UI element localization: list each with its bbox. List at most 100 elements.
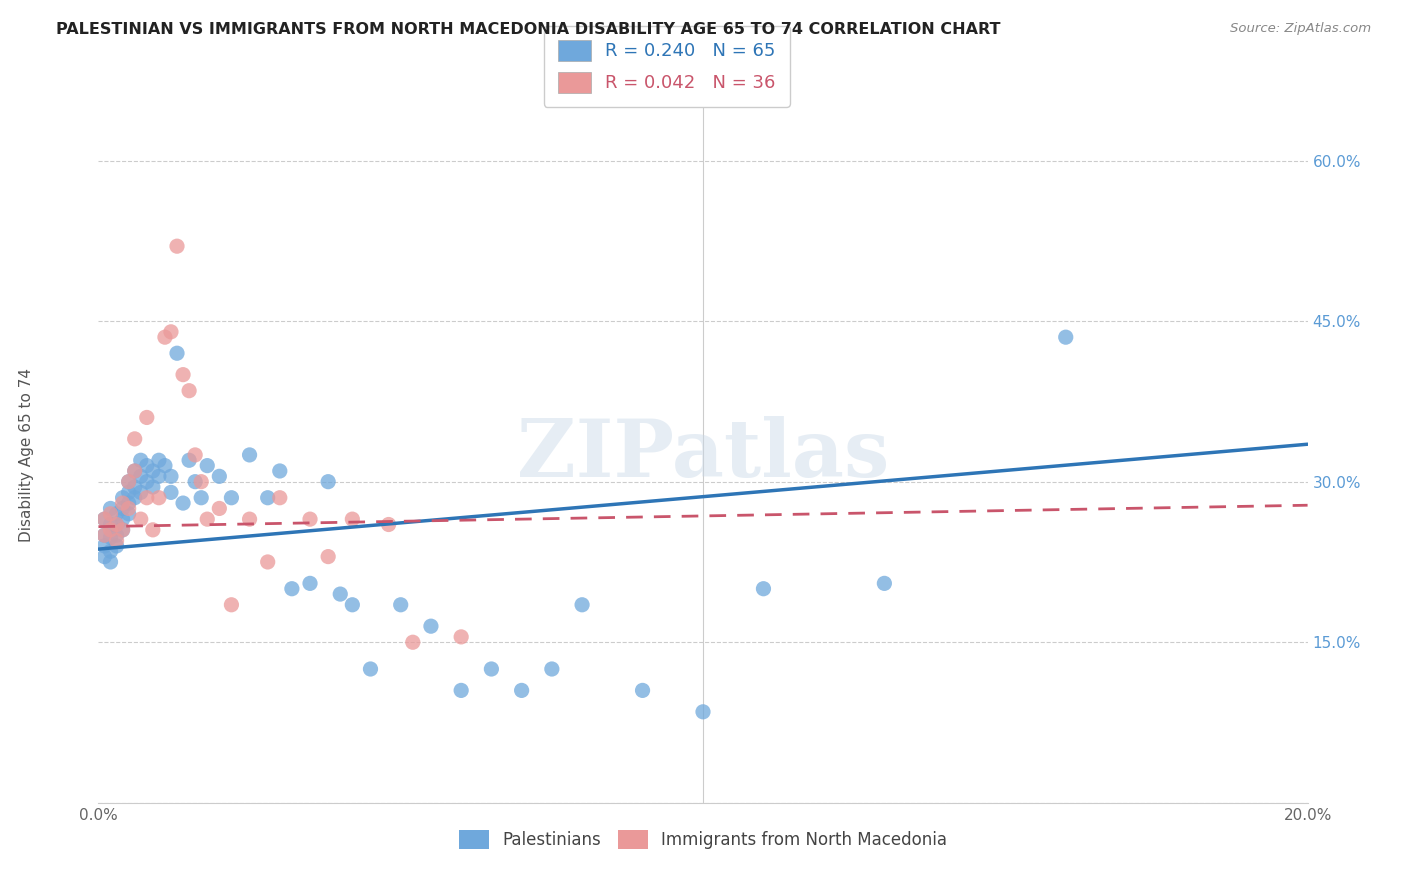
Text: ZIPatlas: ZIPatlas xyxy=(517,416,889,494)
Point xyxy=(420,619,443,633)
Point xyxy=(153,458,176,473)
Point xyxy=(118,496,141,510)
Point xyxy=(160,469,183,483)
Point xyxy=(111,491,134,505)
Point xyxy=(148,491,170,505)
Point xyxy=(172,496,194,510)
Point xyxy=(299,512,322,526)
Point xyxy=(184,475,207,489)
Point xyxy=(190,475,212,489)
Point xyxy=(269,464,291,478)
Point xyxy=(135,458,157,473)
Point xyxy=(118,475,141,489)
Point xyxy=(111,523,134,537)
Point xyxy=(93,512,115,526)
Y-axis label: Disability Age 65 to 74: Disability Age 65 to 74 xyxy=(18,368,34,542)
Point xyxy=(100,517,122,532)
Point xyxy=(873,576,896,591)
Point xyxy=(166,239,188,253)
Point xyxy=(450,683,472,698)
Text: PALESTINIAN VS IMMIGRANTS FROM NORTH MACEDONIA DISABILITY AGE 65 TO 74 CORRELATI: PALESTINIAN VS IMMIGRANTS FROM NORTH MAC… xyxy=(56,22,1001,37)
Point xyxy=(450,630,472,644)
Point xyxy=(100,555,122,569)
Point xyxy=(510,683,533,698)
Point xyxy=(105,517,128,532)
Point xyxy=(208,469,231,483)
Legend: Palestinians, Immigrants from North Macedonia: Palestinians, Immigrants from North Mace… xyxy=(451,822,955,857)
Point xyxy=(402,635,425,649)
Point xyxy=(329,587,352,601)
Point xyxy=(389,598,412,612)
Point xyxy=(179,453,201,467)
Point xyxy=(160,325,183,339)
Point xyxy=(105,533,128,548)
Point xyxy=(377,517,399,532)
Point xyxy=(105,507,128,521)
Point xyxy=(93,512,115,526)
Point xyxy=(118,475,141,489)
Point xyxy=(124,480,146,494)
Point xyxy=(221,491,243,505)
Point xyxy=(129,512,152,526)
Point xyxy=(111,512,134,526)
Point xyxy=(93,539,115,553)
Point xyxy=(118,507,141,521)
Point xyxy=(111,523,134,537)
Point xyxy=(135,475,157,489)
Point xyxy=(281,582,304,596)
Point xyxy=(124,464,146,478)
Point xyxy=(342,512,364,526)
Point xyxy=(631,683,654,698)
Point xyxy=(105,528,128,542)
Point xyxy=(316,549,339,564)
Point xyxy=(124,491,146,505)
Point xyxy=(105,539,128,553)
Point xyxy=(160,485,183,500)
Point xyxy=(93,549,115,564)
Point xyxy=(239,448,262,462)
Point xyxy=(481,662,503,676)
Point xyxy=(129,453,152,467)
Point xyxy=(184,448,207,462)
Point xyxy=(100,523,122,537)
Point xyxy=(195,512,218,526)
Point xyxy=(142,480,165,494)
Point xyxy=(142,464,165,478)
Point xyxy=(1054,330,1077,344)
Point xyxy=(124,432,146,446)
Point xyxy=(100,530,122,544)
Point xyxy=(256,491,278,505)
Point xyxy=(135,491,157,505)
Point xyxy=(190,491,212,505)
Point xyxy=(111,501,134,516)
Point xyxy=(208,501,231,516)
Point xyxy=(752,582,775,596)
Point xyxy=(111,496,134,510)
Point xyxy=(118,501,141,516)
Point xyxy=(153,330,176,344)
Point xyxy=(135,410,157,425)
Point xyxy=(221,598,243,612)
Point xyxy=(124,464,146,478)
Point xyxy=(100,544,122,558)
Point xyxy=(166,346,188,360)
Point xyxy=(129,469,152,483)
Point xyxy=(571,598,593,612)
Point xyxy=(195,458,218,473)
Point xyxy=(239,512,262,526)
Point xyxy=(179,384,201,398)
Point xyxy=(93,528,115,542)
Point xyxy=(100,507,122,521)
Point xyxy=(299,576,322,591)
Point xyxy=(256,555,278,569)
Point xyxy=(100,501,122,516)
Point xyxy=(105,517,128,532)
Point xyxy=(118,485,141,500)
Point xyxy=(129,485,152,500)
Point xyxy=(142,523,165,537)
Point xyxy=(316,475,339,489)
Point xyxy=(172,368,194,382)
Text: Source: ZipAtlas.com: Source: ZipAtlas.com xyxy=(1230,22,1371,36)
Point xyxy=(148,469,170,483)
Point xyxy=(93,528,115,542)
